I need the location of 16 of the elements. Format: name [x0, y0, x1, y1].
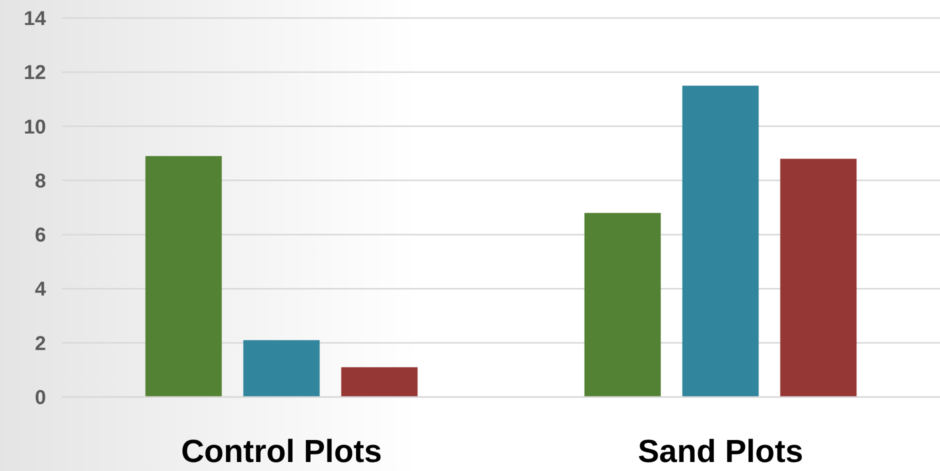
y-tick-label: 12	[24, 62, 46, 84]
bar	[145, 156, 222, 397]
y-tick-label: 6	[34, 224, 46, 247]
bar	[682, 86, 759, 397]
y-tick-label: 8	[34, 170, 46, 192]
y-tick-label: 4	[34, 278, 47, 301]
bar	[780, 158, 857, 397]
x-tick-label: Control Plots	[181, 433, 382, 469]
bar	[584, 212, 661, 397]
y-tick-label: 0	[34, 387, 46, 409]
bar	[341, 367, 418, 397]
x-tick-label: Sand Plots	[638, 433, 804, 469]
y-tick-label: 10	[24, 116, 46, 138]
y-tick-label: 14	[24, 8, 47, 30]
y-tick-label: 2	[34, 332, 46, 355]
bar	[243, 340, 320, 397]
